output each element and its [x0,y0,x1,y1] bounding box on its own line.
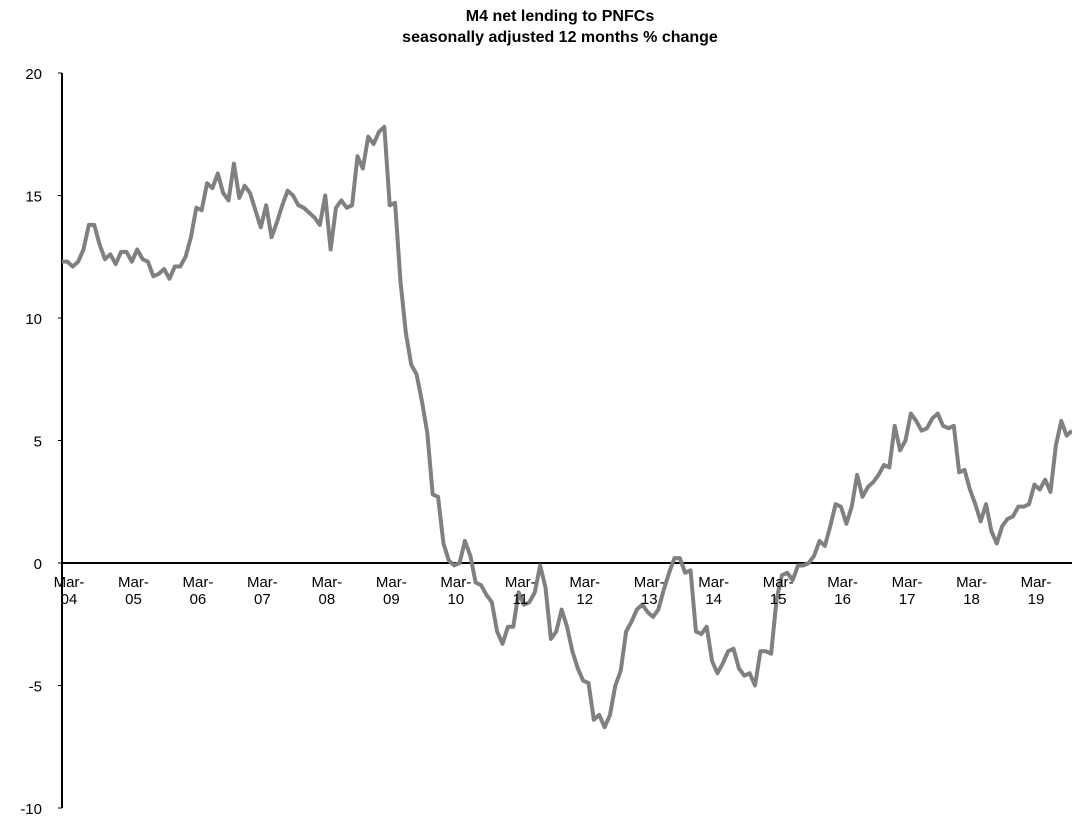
y-tick-label: 10 [25,311,42,328]
x-tick-label: Mar-09 [375,574,407,608]
x-tick-label: Mar-13 [633,574,665,608]
y-tick-label: 0 [34,556,42,573]
y-tick-label: 20 [25,66,42,83]
x-tick-label: Mar-08 [311,574,343,608]
y-tick-label: 15 [25,188,42,205]
y-tick-label: -10 [20,801,42,817]
x-tick-label: Mar-19 [1020,574,1052,608]
x-tick-label: Mar-07 [246,574,278,608]
y-tick-label: 5 [34,433,42,450]
x-tick-label: Mar-14 [698,574,730,608]
x-tick-label: Mar-18 [956,574,987,608]
x-tick-label: Mar-16 [827,574,859,608]
x-tick-label: Mar-05 [118,574,149,608]
x-tick-label: Mar-15 [762,574,794,608]
x-tick-label: Mar-17 [891,574,923,608]
x-tick-label: Mar-06 [182,574,214,608]
y-tick-label: -5 [29,678,42,695]
x-tick-label: Mar-11 [504,574,536,608]
x-tick-label: Mar-12 [569,574,601,608]
chart-subtitle: seasonally adjusted 12 months % change [402,29,718,46]
chart-title: M4 net lending to PNFCs [466,8,655,25]
data-line [62,124,1072,730]
x-tick-label: Mar-04 [53,574,85,608]
x-tick-label: Mar-10 [440,574,472,608]
